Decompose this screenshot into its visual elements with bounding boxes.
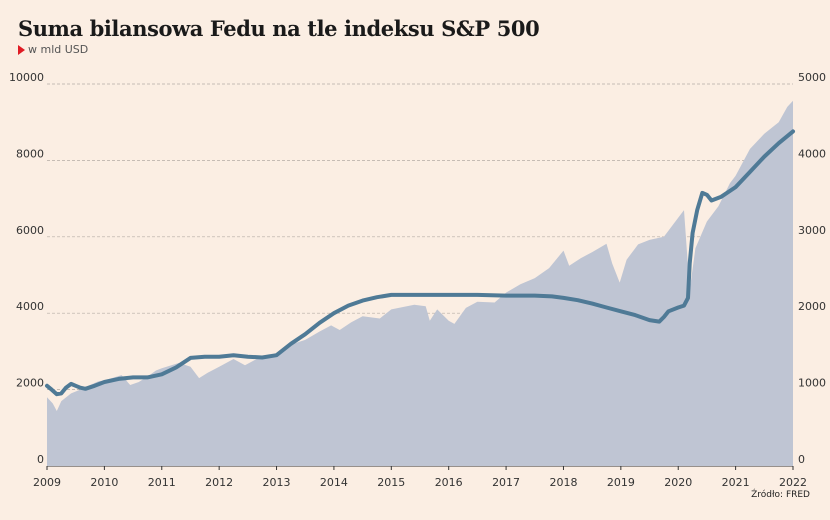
source-note: Źródło: FRED: [751, 490, 810, 500]
sp500-area: [47, 100, 793, 467]
y-left-tick-label: 8000: [16, 147, 44, 160]
y-left-tick-label: 4000: [16, 300, 44, 313]
y-right-tick-label: 0: [798, 453, 805, 466]
x-tick-label: 2012: [205, 476, 233, 489]
x-tick-label: 2021: [722, 476, 750, 489]
fed-balance-line: [45, 129, 795, 397]
y-left-tick-label: 2000: [16, 377, 44, 390]
x-tick-label: 2009: [33, 476, 61, 489]
unit-label: w mld USD: [28, 43, 89, 56]
x-tick-label: 2010: [90, 476, 118, 489]
x-tick-label: 2022: [779, 476, 807, 489]
unit-subtitle: w mld USD: [18, 43, 88, 56]
x-tick-label: 2020: [664, 476, 692, 489]
y-left-tick-label: 0: [37, 453, 44, 466]
y-right-tick-label: 2000: [798, 300, 826, 313]
x-tick-label: 2017: [492, 476, 520, 489]
axes: 1000080006000400020000500040003000200010…: [9, 71, 826, 489]
x-tick-label: 2013: [263, 476, 291, 489]
y-right-tick-label: 1000: [798, 377, 826, 390]
x-tick-label: 2018: [549, 476, 577, 489]
x-tick-label: 2016: [435, 476, 463, 489]
x-tick-label: 2011: [148, 476, 176, 489]
x-tick-label: 2015: [377, 476, 405, 489]
y-right-tick-label: 5000: [798, 71, 826, 84]
chart-title: Suma bilansowa Fedu na tle indeksu S&P 5…: [18, 16, 540, 41]
y-left-tick-label: 6000: [16, 224, 44, 237]
y-right-tick-label: 3000: [798, 224, 826, 237]
red-triangle-icon: [18, 44, 25, 55]
x-tick-label: 2019: [607, 476, 635, 489]
x-tick-label: 2014: [320, 476, 348, 489]
y-right-tick-label: 4000: [798, 147, 826, 160]
y-left-tick-label: 10000: [9, 71, 44, 84]
